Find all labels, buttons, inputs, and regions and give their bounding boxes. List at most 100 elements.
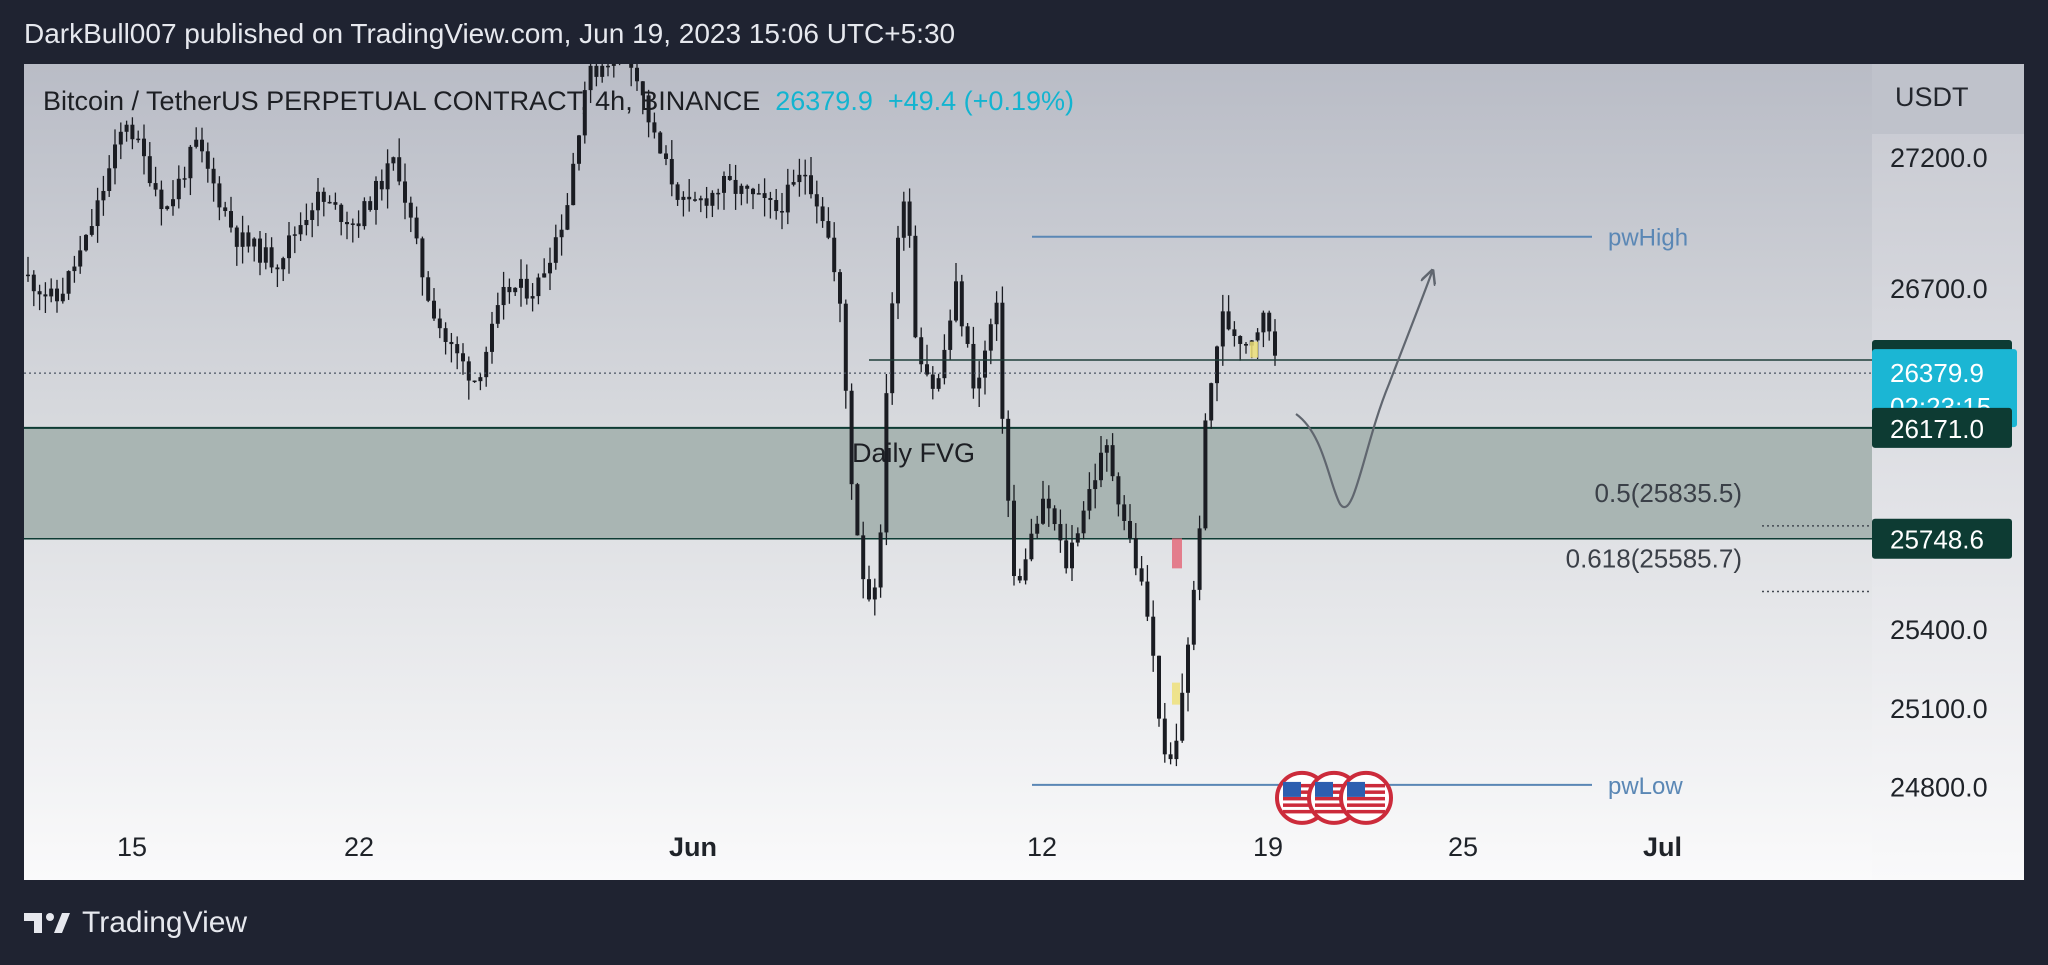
candle-body-164 xyxy=(977,377,982,389)
candle-body-20 xyxy=(142,138,146,157)
fib-label-1: 0.618(25585.7) xyxy=(1566,543,1742,573)
candle-body-181 xyxy=(1075,533,1080,543)
candle-body-72 xyxy=(443,328,448,342)
candle-body-150 xyxy=(896,237,900,304)
y-tick-label: 25100.0 xyxy=(1890,694,1988,724)
candle-body-84 xyxy=(513,287,518,293)
candle-body-2 xyxy=(37,291,42,295)
level-label-pwHigh: pwHigh xyxy=(1608,225,1688,252)
candle-body-188 xyxy=(1116,476,1121,505)
flag-stripe xyxy=(1347,803,1385,807)
us-flag-event-icon xyxy=(1339,770,1393,825)
candle-body-202 xyxy=(1197,528,1202,590)
candle-body-122 xyxy=(733,179,738,194)
candle-body-125 xyxy=(751,188,755,195)
candle-body-96 xyxy=(582,90,587,136)
candle-body-206 xyxy=(1220,311,1225,347)
price-tag-text-2: 26171.0 xyxy=(1890,414,1984,444)
candle-body-90 xyxy=(548,262,552,274)
candle-body-9 xyxy=(78,250,83,267)
candle-body-156 xyxy=(930,374,935,389)
candle-body-137 xyxy=(820,206,825,222)
candle-body-112 xyxy=(675,184,680,200)
candle-body-98 xyxy=(594,65,599,77)
flag-stripe xyxy=(1283,783,1321,788)
candle-body-200 xyxy=(1186,644,1190,693)
candle-body-209 xyxy=(1238,335,1243,344)
tradingview-brand[interactable]: TradingView xyxy=(24,906,247,940)
candle-body-207 xyxy=(1226,311,1231,330)
candle-body-139 xyxy=(832,237,837,273)
candle-body-204 xyxy=(1209,383,1214,421)
candle-body-114 xyxy=(687,196,692,200)
fvg-label: Daily FVG xyxy=(852,438,975,468)
candle-body-117 xyxy=(704,198,709,206)
candle-body-33 xyxy=(217,183,222,208)
candle-body-162 xyxy=(965,326,970,344)
candle-body-89 xyxy=(542,273,547,278)
candle-body-129 xyxy=(774,200,779,212)
candle-body-120 xyxy=(722,175,726,193)
candle-body-32 xyxy=(211,168,216,184)
candle-body-142 xyxy=(849,390,854,485)
flag-stripe xyxy=(1347,790,1385,794)
candle-body-76 xyxy=(466,361,471,381)
candle-body-15 xyxy=(113,144,117,169)
price-axis[interactable] xyxy=(1872,64,2024,880)
candle-body-61 xyxy=(379,180,384,190)
candle-body-161 xyxy=(959,281,964,327)
candle-body-51 xyxy=(321,191,326,202)
candle-body-83 xyxy=(507,286,512,293)
candle-body-155 xyxy=(925,364,929,375)
candle-body-46 xyxy=(292,234,297,236)
candle-body-101 xyxy=(611,64,616,66)
price-chart[interactable]: USDT Daily FVG pwHigh pwLow 0.5(25835.5) 0.… xyxy=(24,64,2024,880)
candle-body-165 xyxy=(983,350,987,378)
candle-body-182 xyxy=(1081,510,1086,534)
candle-body-3 xyxy=(43,294,48,297)
symbol-name: Bitcoin / TetherUS PERPETUAL CONTRACT, 4… xyxy=(43,86,761,116)
candle-body-91 xyxy=(553,237,558,263)
candle-body-113 xyxy=(681,196,686,200)
candle-body-74 xyxy=(455,344,460,354)
candle-body-13 xyxy=(101,190,106,201)
x-tick-label: 22 xyxy=(344,832,374,862)
candle-body-183 xyxy=(1087,489,1092,511)
candle-body-87 xyxy=(530,296,535,299)
candle-body-1 xyxy=(31,274,36,292)
candle-body-16 xyxy=(118,131,123,145)
x-tick-label: Jul xyxy=(1643,832,1682,862)
candle-body-147 xyxy=(878,532,883,588)
candle-body-21 xyxy=(147,156,152,184)
projection-arrow xyxy=(1295,272,1432,508)
candle-body-66 xyxy=(408,202,413,218)
candle-body-30 xyxy=(200,139,204,152)
candle-body-135 xyxy=(809,175,813,195)
flag-stripe xyxy=(1283,790,1321,794)
candle-body-127 xyxy=(762,193,767,199)
candle-body-106 xyxy=(640,81,645,96)
candle-body-28 xyxy=(188,146,193,179)
flag-stripe xyxy=(1347,796,1385,801)
candle-body-88 xyxy=(536,277,541,297)
candle-body-179 xyxy=(1064,540,1069,569)
candle-body-70 xyxy=(432,300,436,319)
candle-body-53 xyxy=(333,202,338,205)
level-label-pwLow: pwLow xyxy=(1608,773,1683,800)
candle-body-134 xyxy=(803,174,808,177)
candle-body-118 xyxy=(710,192,715,206)
x-tick-label: 15 xyxy=(117,832,147,862)
candle-body-80 xyxy=(490,323,494,352)
candle-body-75 xyxy=(461,353,465,362)
candle-body-4 xyxy=(49,288,54,297)
candle-body-148 xyxy=(884,393,889,533)
candle-body-115 xyxy=(693,199,697,201)
candle-body-23 xyxy=(159,189,164,210)
candle-body-196 xyxy=(1162,718,1167,755)
candle-body-151 xyxy=(901,201,906,238)
chart-frame[interactable]: USDT Daily FVG pwHigh pwLow 0.5(25835.5) 0.… xyxy=(24,64,2024,880)
current-price-tag xyxy=(1872,349,2017,428)
candle-body-45 xyxy=(287,235,291,259)
candle-body-187 xyxy=(1110,445,1115,477)
x-tick-label: Jun xyxy=(669,832,717,862)
